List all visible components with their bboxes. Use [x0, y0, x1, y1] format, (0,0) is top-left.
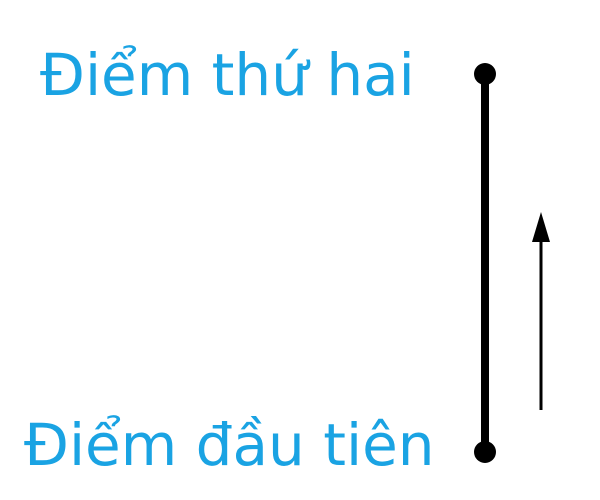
direction-arrow-head [532, 212, 550, 242]
first-point-label: Điểm đầu tiên [24, 411, 435, 479]
second-point-label: Điểm thứ hai [40, 41, 415, 109]
first-point-dot [474, 441, 496, 463]
second-point-dot [474, 63, 496, 85]
